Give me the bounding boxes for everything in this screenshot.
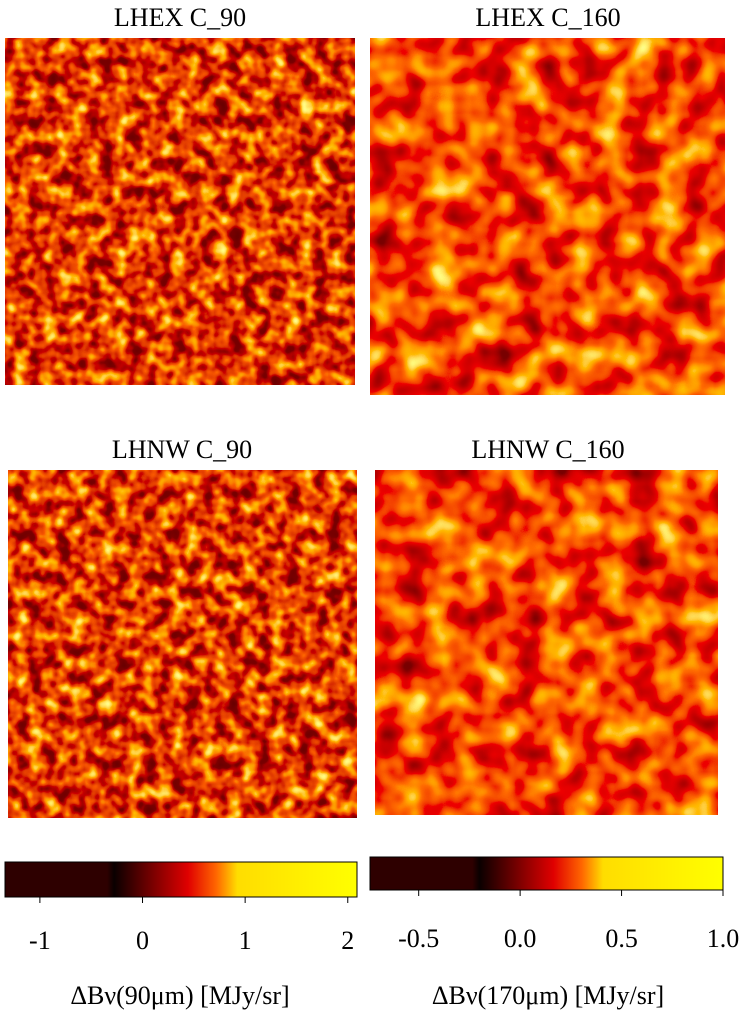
map-image [369, 37, 726, 396]
colorbar [369, 856, 724, 891]
x-tick-label: -0.5 [398, 924, 439, 953]
x-tick-label: -1 [29, 926, 51, 955]
x-tick-label: 0 [136, 926, 149, 955]
x-tick-label: 0.0 [504, 924, 537, 953]
colorbar [4, 861, 358, 898]
x-tick-label: 2 [341, 926, 354, 955]
panel-title: LHEX C_160 [475, 3, 620, 32]
x-axis-label: ΔBν(170μm) [MJy/sr] [432, 981, 664, 1010]
panel-title: LHNW C_160 [471, 435, 624, 464]
panel-title: LHNW C_90 [112, 435, 252, 464]
x-tick-label: 0.5 [605, 924, 638, 953]
x-axis-label: ΔBν(90μm) [MJy/sr] [70, 981, 289, 1010]
map-image [7, 469, 358, 819]
x-tick-label: 1 [239, 926, 252, 955]
map-image [4, 37, 356, 386]
panel-title: LHEX C_90 [114, 3, 246, 32]
x-tick-label: 1.0 [707, 924, 740, 953]
map-image [374, 469, 719, 816]
